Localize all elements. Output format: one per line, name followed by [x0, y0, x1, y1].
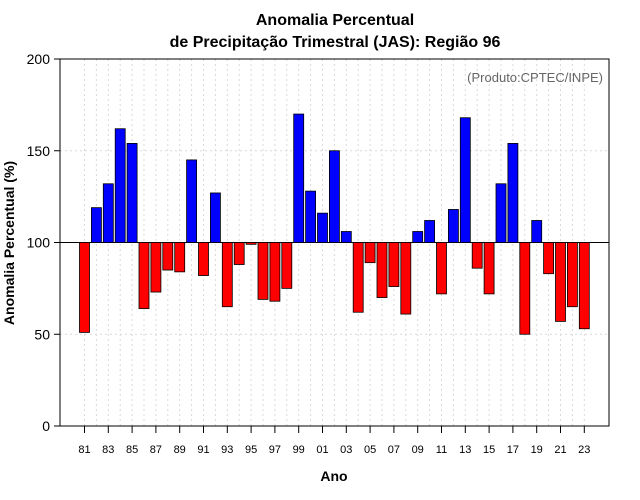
x-tick-label: 83 [102, 444, 114, 456]
bar-04 [352, 242, 364, 313]
x-tick-label: 99 [293, 444, 305, 456]
x-tick-label: 87 [150, 444, 162, 456]
x-tick-label: 81 [78, 444, 90, 456]
x-axis: 81 83 85 87 89 91 93 95 97 99 01 03 05 07 09 11 13 15 17 19… [78, 426, 590, 456]
y-axis-label: Anomalia Percentual (%) [1, 161, 17, 325]
x-tick-label: 01 [316, 444, 328, 456]
bar-11 [436, 242, 447, 295]
bar-92 [209, 192, 221, 243]
bar-16 [495, 183, 507, 243]
y-tick-label: 200 [27, 51, 51, 67]
bar-94 [233, 242, 245, 265]
bar-17 [507, 143, 519, 243]
y-tick-label: 0 [42, 418, 50, 434]
x-tick-label: 09 [412, 444, 424, 456]
x-tick-label: 91 [197, 444, 209, 456]
x-tick-label: 07 [388, 444, 400, 456]
bars [79, 113, 590, 335]
y-tick-label: 50 [34, 326, 50, 342]
x-tick-label: 17 [507, 444, 519, 456]
bar-06 [376, 242, 388, 298]
bar-85 [126, 143, 138, 243]
bar-18 [519, 242, 531, 335]
x-tick-label: 19 [531, 444, 543, 456]
bar-20 [543, 242, 554, 275]
bar-02 [328, 150, 340, 243]
x-tick-label: 11 [436, 444, 447, 456]
chart-title: Anomalia Percentual [256, 12, 414, 29]
bar-10 [424, 220, 436, 243]
bar-83 [102, 183, 114, 243]
bar-23 [578, 242, 590, 330]
x-tick-label: 95 [245, 444, 257, 456]
bar-13 [459, 117, 471, 243]
bar-95 [245, 242, 257, 245]
chart-subtitle: de Precipitação Trimestral (JAS): Região… [170, 34, 501, 51]
bar-00 [305, 190, 317, 243]
bar-14 [471, 242, 483, 269]
x-tick-label: 13 [459, 444, 471, 456]
bar-96 [257, 242, 269, 300]
bar-19 [531, 220, 543, 243]
y-tick-label: 150 [27, 143, 51, 159]
x-tick-label: 21 [554, 444, 566, 456]
bar-03 [340, 231, 352, 243]
bar-88 [162, 242, 174, 271]
x-tick-label: 23 [578, 444, 590, 456]
bar-98 [281, 242, 293, 289]
bar-84 [114, 128, 126, 243]
y-axis: 0 50 100 150 200 [27, 51, 60, 434]
bar-87 [150, 242, 162, 293]
bar-22 [567, 242, 578, 308]
bar-05 [364, 242, 376, 264]
bar-09 [412, 231, 424, 243]
bar-86 [138, 242, 150, 309]
x-tick-label: 03 [340, 444, 352, 456]
bar-12 [447, 209, 459, 243]
bar-82 [91, 207, 102, 243]
bar-90 [186, 159, 198, 243]
bar-01 [317, 212, 328, 243]
x-tick-label: 15 [483, 444, 495, 456]
y-tick-label: 100 [27, 235, 51, 251]
x-tick-label: 85 [126, 444, 138, 456]
bar-99 [293, 113, 305, 243]
bar-15 [483, 242, 495, 295]
x-tick-label: 05 [364, 444, 376, 456]
bar-89 [174, 242, 186, 273]
x-axis-label: Ano [320, 468, 347, 484]
x-tick-label: 89 [174, 444, 186, 456]
bar-91 [198, 242, 209, 276]
bar-93 [221, 242, 233, 308]
bar-81 [79, 242, 90, 333]
bar-97 [269, 242, 281, 302]
bar-08 [400, 242, 412, 315]
source-annotation: (Produto:CPTEC/INPE) [467, 70, 603, 85]
bar-21 [555, 242, 566, 322]
x-tick-label: 97 [269, 444, 281, 456]
bar-07 [388, 242, 400, 287]
x-tick-label: 93 [221, 444, 233, 456]
